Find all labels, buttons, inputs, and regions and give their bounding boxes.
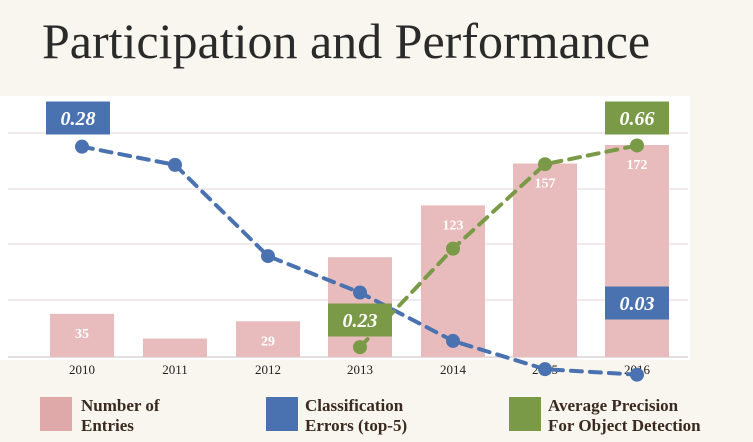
- legend-label-1-0: Classification: [305, 396, 404, 415]
- bar-label-2016: 172: [627, 158, 648, 173]
- x-tick-2013: 2013: [347, 362, 373, 377]
- average-precision-point-2013: [353, 340, 367, 355]
- classification-error-point-2015: [538, 362, 552, 377]
- legend-label-0-1: Entries: [81, 416, 134, 435]
- bar-label-2010: 35: [75, 327, 89, 342]
- x-tick-2014: 2014: [440, 362, 467, 377]
- x-tick-2012: 2012: [255, 362, 281, 377]
- callout-label-0.03: 0.03: [620, 293, 655, 315]
- callout-box-0.03: [605, 286, 669, 320]
- average-precision-point-2014: [446, 241, 460, 256]
- callout-box-0.66: [605, 101, 669, 135]
- classification-error-point-2011: [168, 157, 182, 172]
- callout-label-0.23: 0.23: [343, 310, 378, 332]
- callout-box-0.28: [46, 101, 110, 135]
- bar-label-2012: 29: [261, 334, 275, 349]
- bar-2010: [50, 313, 114, 357]
- average-precision-line: [358, 143, 639, 350]
- callout-label-0.28: 0.28: [61, 108, 96, 130]
- callout-label-0.66: 0.66: [620, 108, 655, 130]
- bar-2015: [513, 163, 577, 357]
- classification-error-point-2016: [630, 367, 644, 382]
- callouts-layer: 0.28 0.03 0.23 0.66: [46, 101, 669, 337]
- bar-2011: [143, 338, 207, 357]
- classification-error-point-2014: [446, 333, 460, 348]
- classification-error-point-2012: [261, 249, 275, 264]
- lines-layer: [75, 138, 644, 382]
- legend-label-0-0: Number of: [81, 396, 160, 415]
- x-tick-2010: 2010: [69, 362, 95, 377]
- x-tick-2011: 2011: [162, 362, 188, 377]
- chart-title: Participation and Performance: [42, 13, 650, 69]
- legend-swatch-0: [40, 397, 72, 431]
- average-precision-point-2016: [630, 138, 644, 153]
- classification-error-point-2010: [75, 139, 89, 154]
- callout-box-0.23: [328, 303, 392, 337]
- bar-2012: [236, 321, 300, 357]
- bar-label-2015: 157: [535, 176, 556, 191]
- average-precision-point-2015: [538, 157, 552, 172]
- bar-label-2014: 123: [443, 218, 464, 233]
- legend-label-2-0: Average Precision: [548, 396, 679, 415]
- bar-2016: [605, 145, 669, 357]
- legend-swatch-1: [266, 397, 298, 431]
- legend-label-2-1: For Object Detection: [548, 416, 701, 435]
- legend-label-1-1: Errors (top-5): [305, 416, 407, 435]
- classification-error-point-2013: [353, 285, 367, 300]
- legend-swatch-2: [509, 397, 541, 431]
